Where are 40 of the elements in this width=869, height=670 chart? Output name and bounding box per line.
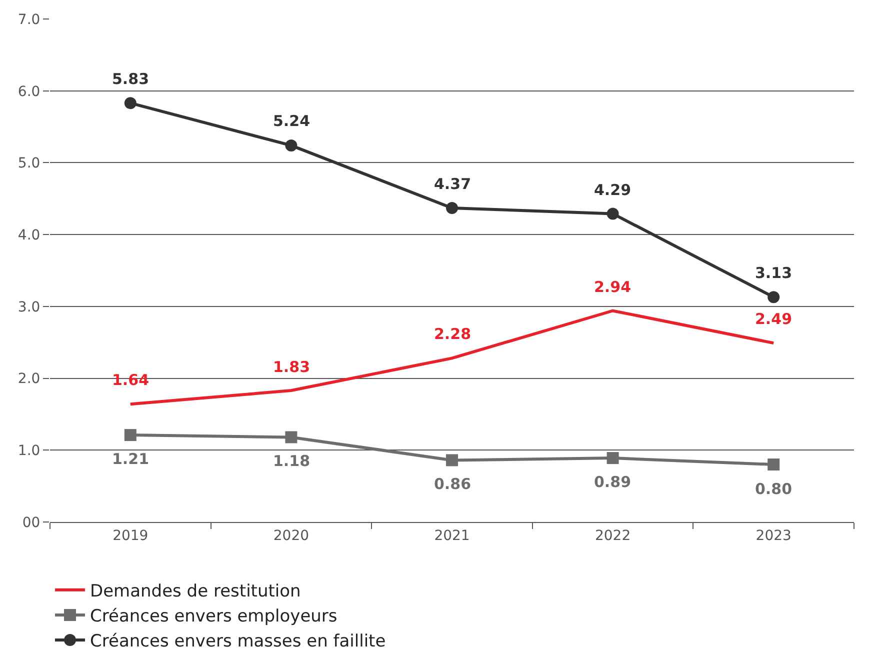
y-tick-label: 2.0 xyxy=(18,371,40,388)
data-label: 5.83 xyxy=(112,70,150,88)
data-label: 0.89 xyxy=(594,473,632,491)
data-label: 2.94 xyxy=(594,278,632,296)
point xyxy=(124,97,136,110)
x-tick-label: 2023 xyxy=(756,528,792,544)
data-label: 0.80 xyxy=(755,480,792,498)
point xyxy=(285,139,298,152)
point xyxy=(446,202,458,214)
x-tick-label: 2021 xyxy=(434,528,470,544)
x-tick-label: 2019 xyxy=(112,528,148,544)
data-label: 5.24 xyxy=(273,112,310,130)
point xyxy=(606,208,619,220)
x-tick-label: 2022 xyxy=(594,528,631,544)
data-label: 4.29 xyxy=(594,181,632,199)
x-tick-label: 2020 xyxy=(273,528,310,544)
legend-label: Demandes de restitution xyxy=(90,581,301,602)
point xyxy=(768,291,780,304)
data-label: 2.28 xyxy=(434,325,472,343)
y-tick-label: 00 xyxy=(22,514,40,531)
point xyxy=(285,431,298,444)
y-tick-label: 7.0 xyxy=(18,12,40,28)
data-label: 1.18 xyxy=(273,452,310,470)
data-label: 1.21 xyxy=(112,450,150,468)
point xyxy=(446,454,458,466)
data-label: 2.49 xyxy=(755,310,792,328)
y-tick-label: 1.0 xyxy=(18,443,40,460)
data-label: 0.86 xyxy=(434,475,472,493)
point xyxy=(768,458,780,471)
point xyxy=(124,429,136,442)
legend-label: Créances envers masses en faillite xyxy=(90,632,386,652)
y-tick-label: 5.0 xyxy=(18,156,40,172)
point xyxy=(606,452,619,464)
data-label: 1.83 xyxy=(273,358,310,376)
data-label: 3.13 xyxy=(755,264,792,282)
data-label: 4.37 xyxy=(434,175,472,193)
legend-label: Créances envers employeurs xyxy=(90,606,338,627)
y-tick-label: 3.0 xyxy=(18,299,40,316)
y-tick-label: 4.0 xyxy=(18,227,40,244)
y-tick-label: 6.0 xyxy=(18,84,40,100)
